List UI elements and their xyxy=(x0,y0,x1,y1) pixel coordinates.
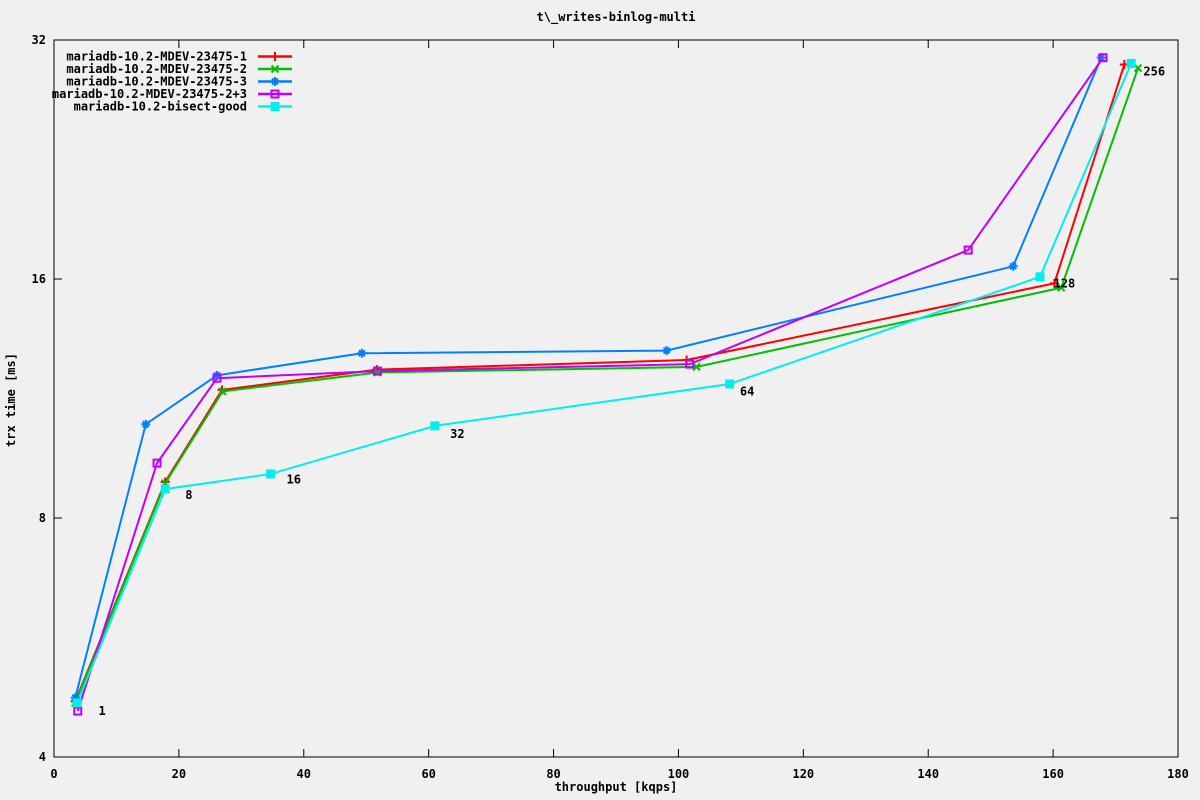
legend-label: mariadb-10.2-MDEV-23475-2+3 xyxy=(52,87,247,101)
series-marker xyxy=(212,373,222,383)
series-marker xyxy=(70,693,80,703)
series-marker xyxy=(1049,278,1059,288)
series-marker xyxy=(160,484,170,494)
y-axis-label: trx time [ms] xyxy=(4,353,18,447)
legend-label: mariadb-10.2-MDEV-23475-1 xyxy=(66,50,247,64)
series-marker xyxy=(685,359,695,369)
series-line xyxy=(74,64,1126,702)
x-tick-label: 180 xyxy=(1167,767,1189,781)
series-marker xyxy=(963,245,973,255)
series-marker xyxy=(662,346,672,356)
series-line xyxy=(76,57,1104,712)
series-line xyxy=(74,67,1139,704)
x-tick-label: 80 xyxy=(546,767,560,781)
series-marker xyxy=(1126,58,1136,68)
series-marker xyxy=(218,387,227,396)
series-marker xyxy=(141,419,151,429)
series-marker xyxy=(1098,53,1108,63)
y-tick-label: 4 xyxy=(39,750,46,764)
y-tick-label: 8 xyxy=(39,511,46,525)
x-tick-label: 160 xyxy=(1042,767,1064,781)
x-axis-label: throughput [kqps] xyxy=(555,780,678,794)
plot-area: 0 20 40 60 80 100 120 140 160 180 4 8 16 32 1 8 16 32 64 12… xyxy=(32,33,1189,781)
point-label: 16 xyxy=(287,472,301,486)
series-marker xyxy=(372,366,382,376)
series-marker xyxy=(1057,283,1066,292)
legend-marker xyxy=(270,52,280,61)
series-marker xyxy=(72,698,82,708)
x-tick-label: 120 xyxy=(792,767,814,781)
plot-border xyxy=(53,39,1179,758)
series-marker xyxy=(266,469,276,479)
legend-marker xyxy=(270,102,280,111)
series-marker xyxy=(1133,63,1143,73)
series-marker xyxy=(1035,272,1045,282)
point-label: 64 xyxy=(740,384,754,398)
x-tick-label: 0 xyxy=(50,767,57,781)
series-marker xyxy=(725,379,735,389)
x-tick-label: 40 xyxy=(297,767,311,781)
legend-marker xyxy=(270,89,280,99)
series-marker xyxy=(73,706,83,716)
x-tick-label: 140 xyxy=(917,767,939,781)
y-tick-label: 32 xyxy=(32,33,46,47)
series-marker xyxy=(152,458,162,468)
series-marker xyxy=(1096,53,1106,63)
series-marker xyxy=(692,362,701,372)
x-tick-label: 20 xyxy=(172,767,186,781)
x-tick-label: 60 xyxy=(421,767,435,781)
legend-marker xyxy=(270,77,280,86)
point-label: 32 xyxy=(450,427,464,441)
series-marker xyxy=(357,348,367,358)
y-tick-label: 16 xyxy=(32,272,46,286)
chart-title: t\_writes-binlog-multi xyxy=(537,10,696,25)
legend-label: mariadb-10.2-bisect-good xyxy=(74,100,247,114)
series-marker xyxy=(430,421,440,431)
series-marker xyxy=(1008,261,1018,271)
point-label: 128 xyxy=(1054,276,1076,290)
point-label: 1 xyxy=(98,704,105,718)
x-tick-label: 100 xyxy=(668,767,690,781)
legend-marker xyxy=(270,64,280,74)
point-label: 256 xyxy=(1143,65,1165,79)
point-label: 8 xyxy=(185,488,192,502)
legend-label: mariadb-10.2-MDEV-23475-3 xyxy=(66,75,247,89)
series-line xyxy=(76,63,1133,704)
legend-label: mariadb-10.2-MDEV-23475-2 xyxy=(66,62,247,76)
